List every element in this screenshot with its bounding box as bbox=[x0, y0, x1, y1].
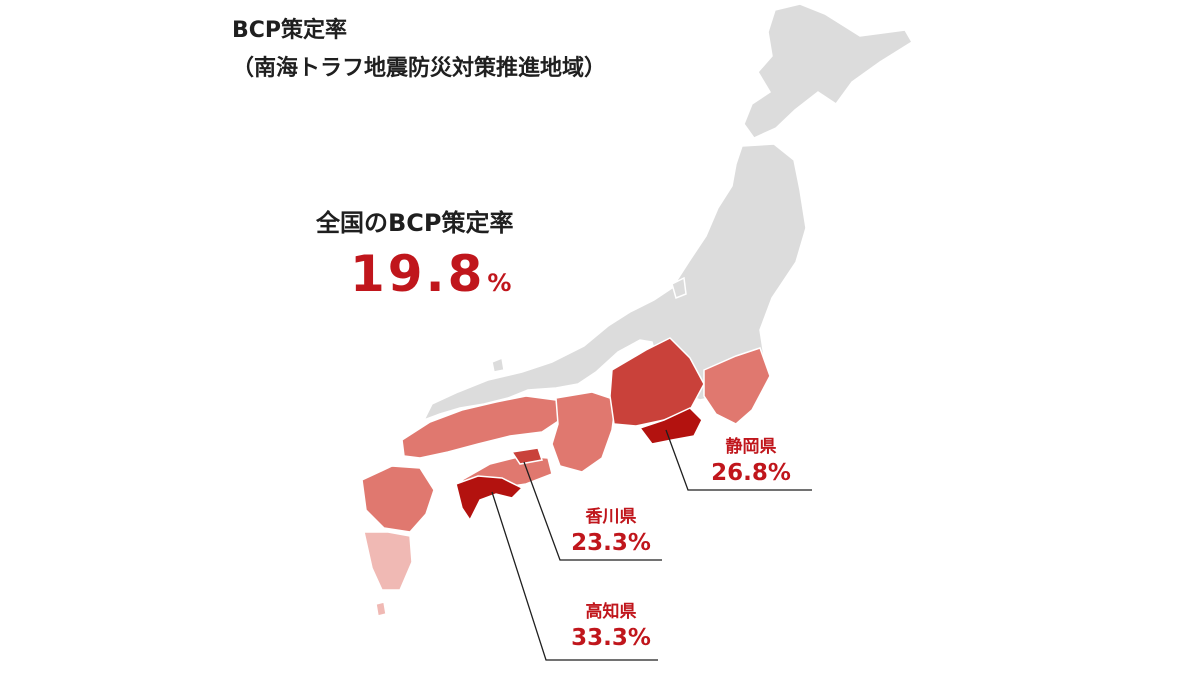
region-chugoku bbox=[401, 395, 561, 459]
map-shaded-regions bbox=[361, 337, 771, 617]
callout-kochi: 高知県 33.3% bbox=[556, 597, 666, 651]
region-kinki bbox=[551, 391, 617, 473]
leader-line-kagawa bbox=[523, 461, 662, 561]
callout-prefecture-name: 静岡県 bbox=[725, 437, 777, 457]
callout-rate-value: 26.8% bbox=[711, 460, 791, 486]
leader-line-kochi bbox=[491, 491, 658, 661]
region-kagawa bbox=[510, 447, 543, 465]
national-rate: 19.8% bbox=[350, 245, 511, 303]
callout-prefecture-name: 香川県 bbox=[585, 507, 637, 527]
callout-prefecture-name: 高知県 bbox=[585, 602, 637, 622]
map-land-base bbox=[422, 3, 914, 422]
sado-island bbox=[671, 276, 687, 300]
region-kanto bbox=[703, 347, 771, 425]
callout-rate-value: 23.3% bbox=[571, 530, 651, 556]
tanegashima-island bbox=[375, 601, 387, 617]
national-rate-unit: % bbox=[487, 269, 512, 297]
oki-islands bbox=[491, 356, 505, 373]
region-kochi bbox=[455, 475, 524, 522]
leader-line-shizuoka bbox=[665, 429, 812, 491]
region-kyushu-south bbox=[363, 531, 413, 591]
map-title: BCP策定率 bbox=[232, 18, 348, 43]
honshu-north-region bbox=[422, 143, 807, 422]
region-shizuoka bbox=[638, 407, 703, 445]
callout-shizuoka: 静岡県 26.8% bbox=[696, 432, 806, 486]
national-rate-label: 全国のBCP策定率 bbox=[316, 209, 514, 237]
leader-lines bbox=[491, 429, 812, 661]
callout-rate-value: 33.3% bbox=[571, 625, 651, 651]
hokkaido-region bbox=[743, 3, 914, 139]
region-kyushu-north bbox=[361, 465, 435, 533]
map-subtitle: （南海トラフ地震防災対策推進地域） bbox=[232, 56, 607, 81]
national-rate-value: 19.8 bbox=[350, 245, 486, 303]
callout-kagawa: 香川県 23.3% bbox=[556, 502, 666, 556]
